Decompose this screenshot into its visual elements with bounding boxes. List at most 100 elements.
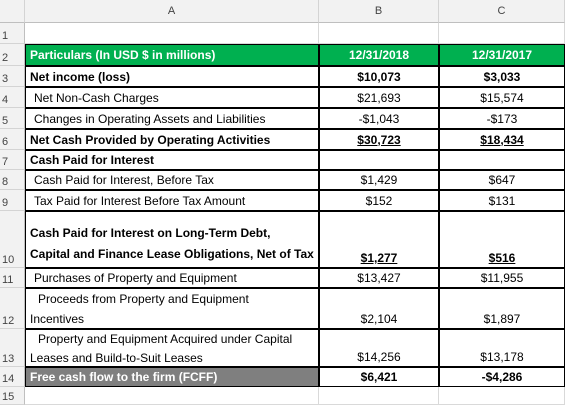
ppe-capital-leases-2018: $14,256 — [357, 350, 401, 364]
cell-c9[interactable]: $131 — [439, 190, 565, 211]
row-header-10[interactable]: 10 — [0, 211, 25, 268]
select-all-corner[interactable] — [0, 0, 25, 23]
purchases-ppe-2018: $13,427 — [357, 271, 401, 285]
particulars-header-label: Particulars (In USD $ in millions) — [30, 48, 216, 62]
cell-c2-date-2017[interactable]: 12/31/2017 — [439, 44, 565, 66]
changes-operating-2017: -$173 — [486, 111, 518, 126]
column-header-b[interactable]: B — [319, 0, 439, 23]
cell-a11[interactable]: Purchases of Property and Equipment — [25, 268, 319, 288]
cell-b15[interactable] — [319, 387, 439, 405]
non-cash-charges-label: Net Non-Cash Charges — [34, 90, 159, 105]
row-header-8[interactable]: 8 — [0, 170, 25, 190]
interest-before-tax-label: Cash Paid for Interest, Before Tax — [34, 173, 214, 187]
interest-before-tax-2017: $647 — [488, 173, 516, 187]
ppe-capital-leases-label-line2: Leases and Build-to-Suit Leases — [30, 351, 203, 365]
proceeds-ppe-2017: $1,897 — [483, 312, 521, 326]
cell-c13[interactable]: $13,178 — [439, 329, 565, 367]
cell-b2-date-2018[interactable]: 12/31/2018 — [319, 44, 439, 66]
non-cash-charges-2018: $21,693 — [357, 90, 401, 105]
cell-c5[interactable]: -$173 — [439, 108, 565, 129]
cell-a2-particulars-header[interactable]: Particulars (In USD $ in millions) — [25, 44, 319, 66]
cell-c15[interactable] — [439, 387, 565, 405]
net-income-label: Net income (loss) — [30, 69, 131, 84]
date-2018-label: 12/31/2018 — [348, 48, 410, 62]
cell-a12[interactable]: Proceeds from Property and Equipment Inc… — [25, 288, 319, 329]
fcff-2017: -$4,286 — [481, 370, 523, 384]
interest-long-term-label-line1: Cash Paid for Interest on Long-Term Debt… — [30, 226, 271, 240]
cell-c11[interactable]: $11,955 — [439, 268, 565, 288]
cell-a10[interactable]: Cash Paid for Interest on Long-Term Debt… — [25, 211, 319, 268]
cell-a13[interactable]: Property and Equipment Acquired under Ca… — [25, 329, 319, 367]
row-header-12[interactable]: 12 — [0, 288, 25, 329]
cell-a5[interactable]: Changes in Operating Assets and Liabilit… — [25, 108, 319, 129]
cell-c1[interactable] — [439, 23, 565, 44]
row-header-13[interactable]: 13 — [0, 329, 25, 367]
column-header-a[interactable]: A — [25, 0, 319, 23]
cell-c14[interactable]: -$4,286 — [439, 367, 565, 387]
net-cash-operating-label: Net Cash Provided by Operating Activitie… — [30, 132, 271, 147]
net-cash-operating-2017: $18,434 — [480, 132, 524, 147]
cell-b10[interactable]: $1,277 — [319, 211, 439, 268]
cell-b14[interactable]: $6,421 — [319, 367, 439, 387]
cell-b11[interactable]: $13,427 — [319, 268, 439, 288]
cell-b9[interactable]: $152 — [319, 190, 439, 211]
non-cash-charges-2017: $15,574 — [480, 90, 524, 105]
interest-long-term-2017: $516 — [488, 251, 516, 265]
tax-paid-interest-label: Tax Paid for Interest Before Tax Amount — [34, 193, 246, 208]
cell-c8[interactable]: $647 — [439, 170, 565, 190]
purchases-ppe-2017: $11,955 — [480, 271, 524, 285]
row-header-5[interactable]: 5 — [0, 108, 25, 129]
cell-c10[interactable]: $516 — [439, 211, 565, 268]
cell-c4[interactable]: $15,574 — [439, 87, 565, 108]
fcff-2018: $6,421 — [360, 370, 398, 384]
tax-paid-interest-2017: $131 — [488, 193, 516, 208]
cell-b4[interactable]: $21,693 — [319, 87, 439, 108]
cell-a9[interactable]: Tax Paid for Interest Before Tax Amount — [25, 190, 319, 211]
cell-b7[interactable] — [319, 150, 439, 170]
row-header-6[interactable]: 6 — [0, 129, 25, 150]
ppe-capital-leases-label-line1: Property and Equipment Acquired under Ca… — [38, 332, 293, 346]
cell-b8[interactable]: $1,429 — [319, 170, 439, 190]
cell-b3[interactable]: $10,073 — [319, 66, 439, 87]
changes-operating-label: Changes in Operating Assets and Liabilit… — [34, 111, 266, 126]
row-header-15[interactable]: 15 — [0, 387, 25, 405]
cell-b1[interactable] — [319, 23, 439, 44]
interest-long-term-2018: $1,277 — [360, 251, 398, 265]
date-2017-label: 12/31/2017 — [471, 48, 533, 62]
row-header-4[interactable]: 4 — [0, 87, 25, 108]
tax-paid-interest-2018: $152 — [365, 193, 393, 208]
fcff-label: Free cash flow to the firm (FCFF) — [30, 370, 218, 384]
cell-a1[interactable] — [25, 23, 319, 44]
row-header-2[interactable]: 2 — [0, 44, 25, 66]
row-header-3[interactable]: 3 — [0, 66, 25, 87]
cell-c6[interactable]: $18,434 — [439, 129, 565, 150]
cell-a4[interactable]: Net Non-Cash Charges — [25, 87, 319, 108]
row-header-9[interactable]: 9 — [0, 190, 25, 211]
net-income-2018: $10,073 — [357, 69, 401, 84]
proceeds-ppe-2018: $2,104 — [360, 312, 398, 326]
purchases-ppe-label: Purchases of Property and Equipment — [34, 271, 237, 285]
cell-a7[interactable]: Cash Paid for Interest — [25, 150, 319, 170]
cell-c7[interactable] — [439, 150, 565, 170]
proceeds-ppe-label-line2: Incentives — [30, 312, 85, 326]
column-header-c[interactable]: C — [439, 0, 565, 23]
cell-a14[interactable]: Free cash flow to the firm (FCFF) — [25, 367, 319, 387]
cell-a15[interactable] — [25, 387, 319, 405]
cell-a8[interactable]: Cash Paid for Interest, Before Tax — [25, 170, 319, 190]
cell-b13[interactable]: $14,256 — [319, 329, 439, 367]
interest-before-tax-2018: $1,429 — [360, 173, 398, 187]
cell-a6[interactable]: Net Cash Provided by Operating Activitie… — [25, 129, 319, 150]
cell-b12[interactable]: $2,104 — [319, 288, 439, 329]
proceeds-ppe-label-line1: Proceeds from Property and Equipment — [38, 292, 249, 306]
cell-a3[interactable]: Net income (loss) — [25, 66, 319, 87]
interest-long-term-label-line2: Capital and Finance Lease Obligations, N… — [30, 247, 314, 261]
row-header-7[interactable]: 7 — [0, 150, 25, 170]
cell-c12[interactable]: $1,897 — [439, 288, 565, 329]
row-header-1[interactable]: 1 — [0, 23, 25, 44]
row-header-14[interactable]: 14 — [0, 367, 25, 387]
cell-c3[interactable]: $3,033 — [439, 66, 565, 87]
cell-b6[interactable]: $30,723 — [319, 129, 439, 150]
row-header-11[interactable]: 11 — [0, 268, 25, 288]
cell-b5[interactable]: -$1,043 — [319, 108, 439, 129]
